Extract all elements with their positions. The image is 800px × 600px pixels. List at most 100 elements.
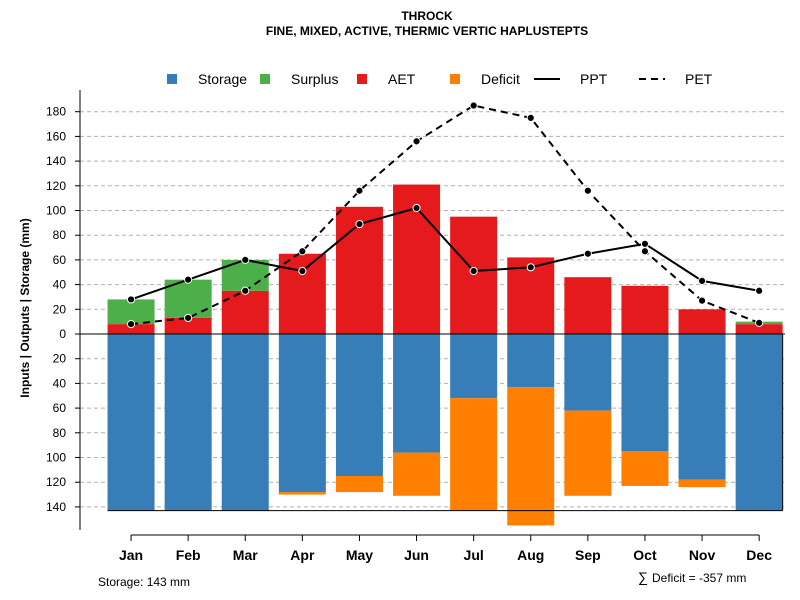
y-tick-label: 100	[46, 204, 66, 218]
y-tick-label: 60	[53, 253, 67, 267]
x-tick-label: Oct	[633, 547, 657, 563]
storage-bar	[107, 334, 155, 511]
pet-point	[412, 137, 421, 146]
legend-swatch	[260, 74, 270, 84]
aet-bar	[164, 317, 212, 334]
storage-footer: Storage: 143 mm	[98, 575, 190, 589]
legend-label: AET	[388, 71, 416, 87]
deficit-bar	[335, 476, 383, 493]
storage-bar	[164, 334, 212, 511]
y-tick-label: 80	[53, 426, 67, 440]
ppt-point	[640, 239, 650, 248]
ppt-point	[469, 266, 478, 276]
series-lines	[126, 101, 764, 329]
pet-point	[184, 313, 193, 323]
storage-bar	[335, 334, 383, 477]
y-tick-label: 140	[46, 154, 66, 168]
y-tick-label: 20	[53, 352, 67, 366]
x-tick-label: Mar	[233, 547, 258, 563]
x-tick-label: Aug	[517, 547, 544, 563]
legend-swatch	[357, 74, 367, 84]
deficit-bar	[450, 398, 498, 511]
chart-title: THROCK	[401, 9, 453, 23]
aet-bar	[735, 324, 783, 334]
pet-point	[298, 247, 307, 256]
x-tick-label: Jun	[404, 547, 429, 563]
y-tick-label: 120	[46, 179, 66, 193]
y-tick-label: 80	[53, 228, 67, 242]
storage-bar	[564, 334, 612, 411]
x-tick-label: Jul	[464, 547, 484, 563]
deficit-bar	[678, 479, 726, 488]
deficit-bar	[393, 452, 441, 496]
aet-bar	[564, 277, 612, 334]
pet-point	[126, 320, 136, 329]
legend-swatch	[167, 74, 177, 84]
legend-label: Surplus	[291, 71, 338, 87]
x-tick-label: Feb	[176, 547, 201, 563]
x-tick-label: Apr	[290, 547, 315, 563]
y-tick-label: 100	[46, 451, 66, 465]
deficit-bar	[507, 387, 555, 526]
storage-bar	[393, 334, 441, 453]
storage-bar	[221, 334, 269, 511]
ppt-point	[298, 266, 307, 276]
pet-point	[526, 113, 535, 122]
ppt-point	[412, 203, 421, 213]
legend-label: Storage	[198, 71, 247, 87]
aet-bar	[621, 285, 669, 334]
x-tick-label: May	[346, 547, 373, 563]
pet-point	[241, 286, 250, 295]
storage-bar	[278, 334, 326, 493]
x-tick-label: Dec	[746, 547, 772, 563]
ppt-point	[526, 263, 535, 272]
y-tick-label: 60	[53, 401, 67, 415]
pet-point	[583, 186, 592, 195]
y-tick-label: 20	[53, 302, 67, 316]
deficit-footer: Deficit = -357 mm	[652, 571, 746, 585]
y-tick-label: 0	[59, 327, 66, 341]
storage-bar	[678, 334, 726, 480]
aet-bar	[278, 253, 326, 334]
y-tick-label: 160	[46, 129, 66, 143]
ppt-point	[184, 275, 193, 284]
x-tick-label: Jan	[119, 547, 143, 563]
ppt-point	[697, 276, 707, 285]
axes: 180 160 140 120 100 80 60 40 20 0 20 40 60 80 100 120 14…	[46, 90, 785, 563]
aet-bar	[678, 309, 726, 334]
pet-point	[355, 186, 364, 195]
pet-line	[130, 104, 760, 326]
aet-bar	[221, 290, 269, 334]
ppt-point	[583, 249, 592, 258]
legend-label: Deficit	[481, 71, 520, 87]
pet-point	[697, 296, 707, 305]
y-axis-label: Inputs | Outputs | Storage (mm)	[18, 218, 32, 397]
surplus-bar	[221, 259, 269, 291]
sum-icon: ∑	[638, 569, 648, 585]
aet-bar	[107, 324, 155, 334]
storage-bar	[450, 334, 498, 399]
legend: Storage Surplus AET Deficit PPT PET	[167, 71, 713, 87]
ppt-point	[355, 219, 364, 229]
y-tick-label: 40	[53, 376, 67, 390]
deficit-bar	[564, 410, 612, 496]
storage-bar	[621, 334, 669, 452]
legend-label: PPT	[580, 71, 608, 87]
storage-bar	[735, 334, 783, 511]
legend-label: PET	[685, 71, 713, 87]
ppt-point	[126, 295, 136, 304]
pet-point	[469, 101, 478, 110]
legend-swatch	[450, 74, 460, 84]
pet-point	[640, 247, 650, 256]
y-tick-label: 40	[53, 278, 67, 292]
y-tick-label: 140	[46, 500, 66, 514]
x-tick-label: Sep	[575, 547, 601, 563]
deficit-bar	[278, 492, 326, 495]
surplus-bar	[107, 299, 155, 325]
chart-subtitle: FINE, MIXED, ACTIVE, THERMIC VERTIC HAPL…	[266, 24, 588, 38]
pet-point	[755, 318, 764, 327]
deficit-bar	[621, 451, 669, 486]
aet-bar	[450, 216, 498, 334]
ppt-point	[241, 255, 250, 264]
